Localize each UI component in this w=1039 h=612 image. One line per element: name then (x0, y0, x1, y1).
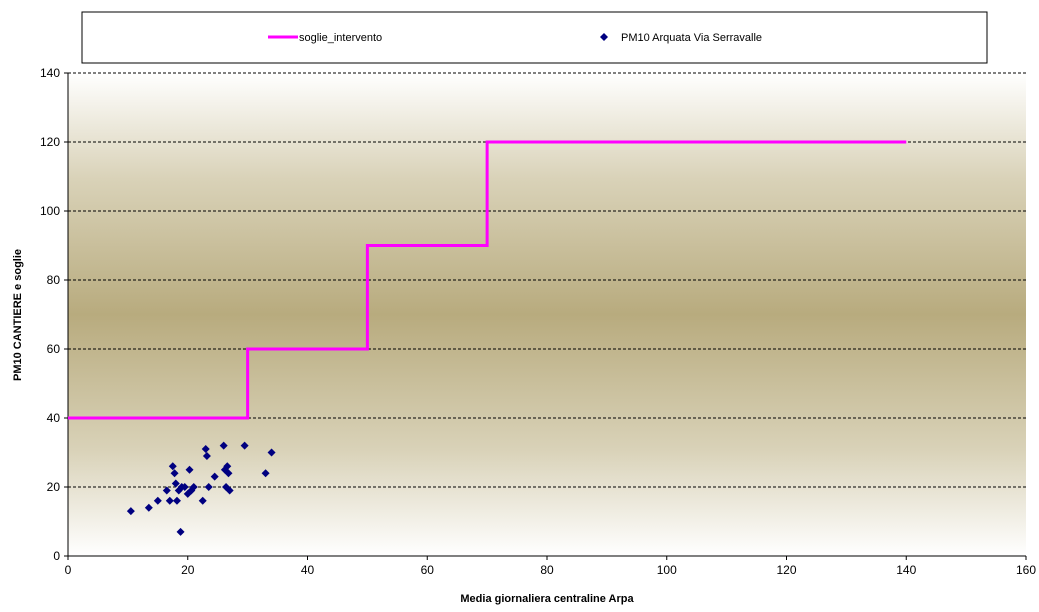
legend-label-soglie: soglie_intervento (299, 32, 382, 44)
y-tick-label: 100 (40, 204, 60, 218)
plot-area (68, 73, 1026, 556)
x-tick-label: 160 (1016, 563, 1036, 577)
x-tick-label: 20 (181, 563, 195, 577)
x-tick-label: 40 (301, 563, 315, 577)
y-tick-label: 120 (40, 135, 60, 149)
y-tick-label: 40 (47, 411, 61, 425)
legend-label-pm10: PM10 Arquata Via Serravalle (621, 32, 762, 44)
y-tick-label: 20 (47, 480, 61, 494)
x-tick-label: 60 (421, 563, 435, 577)
x-tick-label: 100 (657, 563, 677, 577)
x-tick-label: 120 (776, 563, 796, 577)
y-tick-label: 140 (40, 66, 60, 80)
y-axis-title: PM10 CANTIERE e soglie (12, 249, 24, 381)
x-axis-title: Media giornaliera centraline Arpa (460, 593, 634, 605)
y-tick-label: 80 (47, 273, 61, 287)
legend-box (82, 12, 987, 63)
x-tick-label: 80 (540, 563, 554, 577)
y-tick-label: 60 (47, 342, 61, 356)
y-tick-label: 0 (53, 549, 60, 563)
x-tick-label: 140 (896, 563, 916, 577)
x-tick-label: 0 (65, 563, 72, 577)
